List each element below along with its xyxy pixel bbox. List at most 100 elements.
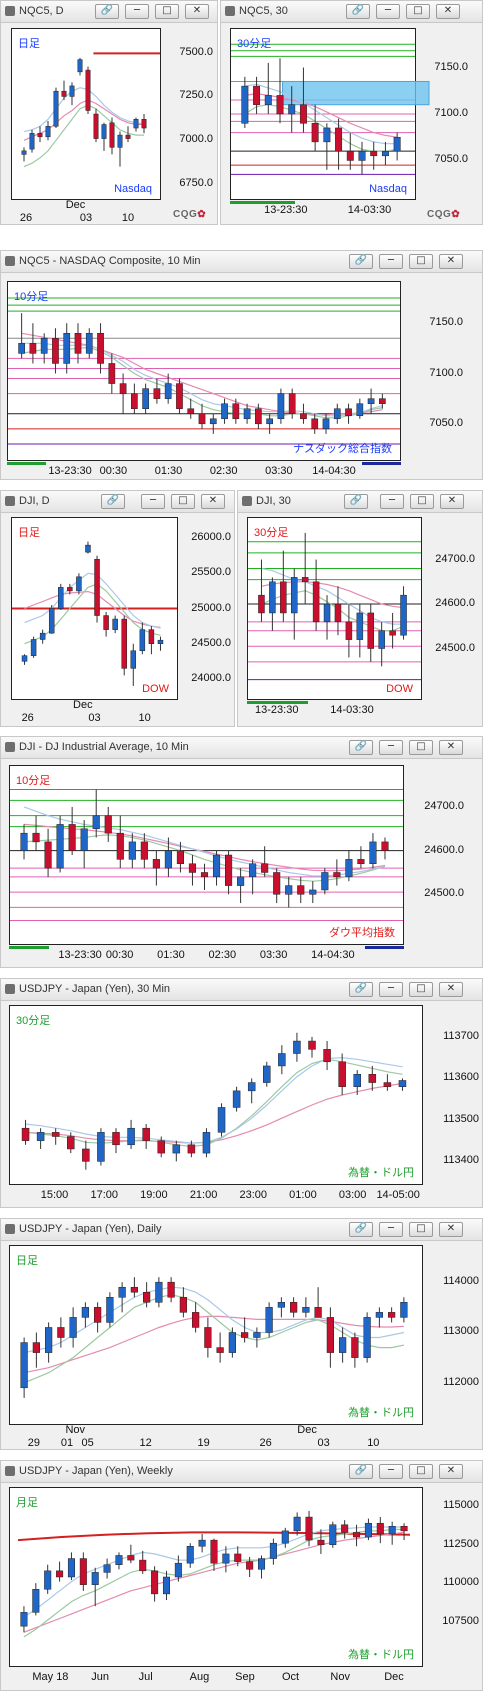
plot-area[interactable]: 30分足 Nasdaq: [230, 28, 430, 200]
titlebar[interactable]: DJI, 30 🔗 ─ □ ✕: [238, 491, 482, 513]
time-tick-label: Sep: [235, 1671, 255, 1683]
price-tick-label: 107500: [442, 1614, 479, 1627]
titlebar[interactable]: DJI, D 🔗 ─ □ ✕: [1, 491, 234, 513]
close-button[interactable]: ✕: [436, 4, 460, 19]
candle: [127, 1544, 135, 1564]
minimize-button[interactable]: ─: [380, 494, 404, 509]
minimize-button[interactable]: ─: [379, 254, 403, 269]
plot-area[interactable]: 日足 DOW: [11, 517, 178, 700]
candle-body: [281, 1530, 289, 1544]
candle: [56, 815, 64, 873]
time-tick-label: 19:00: [140, 1189, 168, 1201]
close-button[interactable]: ✕: [439, 982, 463, 997]
plot-area[interactable]: 日足 Nasdaq: [11, 28, 161, 200]
candle-body: [186, 1546, 194, 1564]
link-button[interactable]: 🔗: [349, 1464, 373, 1479]
titlebar[interactable]: USDJPY - Japan (Yen), Daily 🔗 ─ □ ✕: [1, 1219, 482, 1241]
window-icon: [5, 1466, 15, 1476]
link-button[interactable]: 🔗: [95, 4, 119, 19]
minimize-button[interactable]: ─: [379, 740, 403, 755]
plot-area[interactable]: 30分足 DOW: [247, 517, 422, 700]
candle: [311, 104, 319, 152]
month-label: Dec: [73, 699, 93, 711]
candle: [334, 586, 342, 636]
candle: [128, 833, 136, 869]
plot-area[interactable]: 10分足 ダウ平均指数: [9, 765, 404, 945]
minimize-button[interactable]: ─: [379, 1464, 403, 1479]
minimize-button[interactable]: ─: [379, 1222, 403, 1237]
candle: [323, 123, 331, 170]
plot-area[interactable]: 30分足 為替・ドル円: [9, 1005, 423, 1185]
candle-body: [276, 95, 284, 115]
maximize-button[interactable]: □: [410, 494, 434, 509]
candle-body: [210, 1539, 218, 1564]
link-button[interactable]: 🔗: [349, 740, 373, 755]
link-button[interactable]: 🔗: [101, 494, 125, 509]
candle: [209, 413, 217, 434]
instrument-label: ナスダック総合指数: [293, 443, 392, 455]
candle-body: [311, 123, 319, 143]
minimize-button[interactable]: ─: [376, 4, 400, 19]
candle: [101, 122, 107, 151]
candle-body: [118, 1286, 126, 1298]
minimize-button[interactable]: ─: [141, 494, 165, 509]
maximize-button[interactable]: □: [409, 740, 433, 755]
close-button[interactable]: ✕: [440, 494, 464, 509]
link-button[interactable]: 🔗: [349, 982, 373, 997]
titlebar[interactable]: NQC5, D 🔗 ─ □ ✕: [1, 1, 217, 23]
close-button[interactable]: ✕: [439, 1464, 463, 1479]
month-label: Dec: [297, 1424, 317, 1436]
candle: [253, 76, 261, 114]
link-button[interactable]: 🔗: [346, 4, 370, 19]
close-button[interactable]: ✕: [185, 4, 209, 19]
maximize-button[interactable]: □: [409, 982, 433, 997]
titlebar[interactable]: USDJPY - Japan (Yen), 30 Min 🔗 ─ □ ✕: [1, 979, 482, 1001]
plot-area[interactable]: 10分足 ナスダック総合指数: [7, 281, 401, 461]
moving-average-line: [24, 590, 161, 629]
titlebar[interactable]: NQC5, 30 🔗 ─ □ ✕: [221, 1, 482, 23]
candle-body: [367, 612, 375, 649]
candle: [204, 1317, 212, 1358]
instrument-label: Nasdaq: [369, 183, 407, 195]
titlebar[interactable]: DJI - DJ Industrial Average, 10 Min 🔗 ─ …: [1, 737, 482, 759]
candle: [363, 1312, 371, 1363]
price-tick-label: 113600: [443, 1071, 479, 1084]
plot-area[interactable]: 月足 為替・ドル円: [9, 1487, 423, 1667]
candle-body: [187, 408, 195, 415]
price-axis: 24700.0 24600.0 24500.0: [404, 765, 464, 945]
titlebar[interactable]: USDJPY - Japan (Yen), Weekly 🔗 ─ □ ✕: [1, 1461, 482, 1483]
maximize-button[interactable]: □: [409, 1464, 433, 1479]
candle: [21, 654, 28, 665]
link-button[interactable]: 🔗: [349, 254, 373, 269]
close-button[interactable]: ✕: [201, 494, 225, 509]
maximize-button[interactable]: □: [171, 494, 195, 509]
candle-body: [57, 1327, 65, 1338]
maximize-button[interactable]: □: [409, 254, 433, 269]
titlebar[interactable]: NQC5 - NASDAQ Composite, 10 Min 🔗 ─ □ ✕: [1, 251, 482, 273]
minimize-button[interactable]: ─: [125, 4, 149, 19]
time-axis: 13-23:30 00:30 01:30 02:30 03:30 14-04:30: [7, 462, 401, 480]
candle: [333, 859, 341, 886]
maximize-button[interactable]: □: [406, 4, 430, 19]
maximize-button[interactable]: □: [409, 1222, 433, 1237]
close-button[interactable]: ✕: [439, 254, 463, 269]
link-button[interactable]: 🔗: [344, 494, 368, 509]
minimize-button[interactable]: ─: [379, 982, 403, 997]
candle-body: [241, 85, 249, 124]
close-button[interactable]: ✕: [439, 740, 463, 755]
moving-average-line: [25, 1057, 403, 1144]
candle: [85, 66, 91, 114]
price-tick-label: 113000: [443, 1325, 479, 1338]
time-tick-label: 10: [367, 1437, 380, 1449]
candle-body: [37, 133, 43, 138]
link-button[interactable]: 🔗: [349, 1222, 373, 1237]
time-tick-label: 15:00: [40, 1189, 69, 1201]
candle: [29, 323, 37, 364]
plot-area[interactable]: 日足 為替・ドル円: [9, 1245, 423, 1425]
candle: [379, 393, 386, 409]
price-tick-label: 113500: [443, 1112, 479, 1125]
candle-body: [32, 1589, 40, 1613]
timeframe-label: 月足: [16, 1497, 38, 1509]
maximize-button[interactable]: □: [155, 4, 179, 19]
close-button[interactable]: ✕: [439, 1222, 463, 1237]
